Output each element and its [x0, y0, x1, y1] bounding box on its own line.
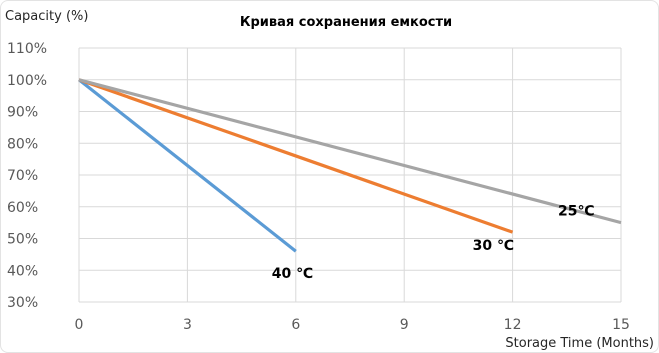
x-tick-label: 15: [612, 317, 630, 333]
y-tick-label: 40%: [7, 263, 38, 279]
x-tick-label: 12: [504, 317, 522, 333]
y-tick-label: 30%: [7, 295, 38, 311]
series-line-1: [78, 78, 514, 234]
y-axis-title: Capacity (%): [5, 9, 88, 24]
x-tick-label: 0: [75, 317, 84, 333]
x-tick-label: 9: [400, 317, 409, 333]
series-label-2: 25℃: [558, 204, 594, 220]
y-tick-label: 100%: [7, 73, 47, 89]
y-tick-label: 80%: [7, 136, 38, 152]
x-tick-label: 3: [183, 317, 192, 333]
x-axis-title: Storage Time (Months): [505, 336, 654, 351]
series-label-1: 30 ℃: [473, 238, 514, 254]
x-tick-label: 6: [291, 317, 300, 333]
chart-title: Кривая сохранения емкости: [240, 15, 452, 30]
y-tick-label: 70%: [7, 168, 38, 184]
y-tick-label: 50%: [7, 232, 38, 248]
series-line-2: [78, 78, 622, 225]
tick-layer: 30% 40% 50% 60% 70% 80% 90% 100% 110% 0 3 6 9 12 15: [7, 41, 630, 333]
label-layer: 40 ℃ 30 ℃ 25℃: [272, 204, 595, 283]
series-line-0: [78, 78, 297, 253]
y-tick-label: 60%: [7, 200, 38, 216]
series-label-0: 40 ℃: [272, 266, 313, 282]
series-layer: [78, 78, 622, 253]
y-tick-label: 110%: [7, 41, 47, 57]
y-tick-label: 90%: [7, 105, 38, 121]
